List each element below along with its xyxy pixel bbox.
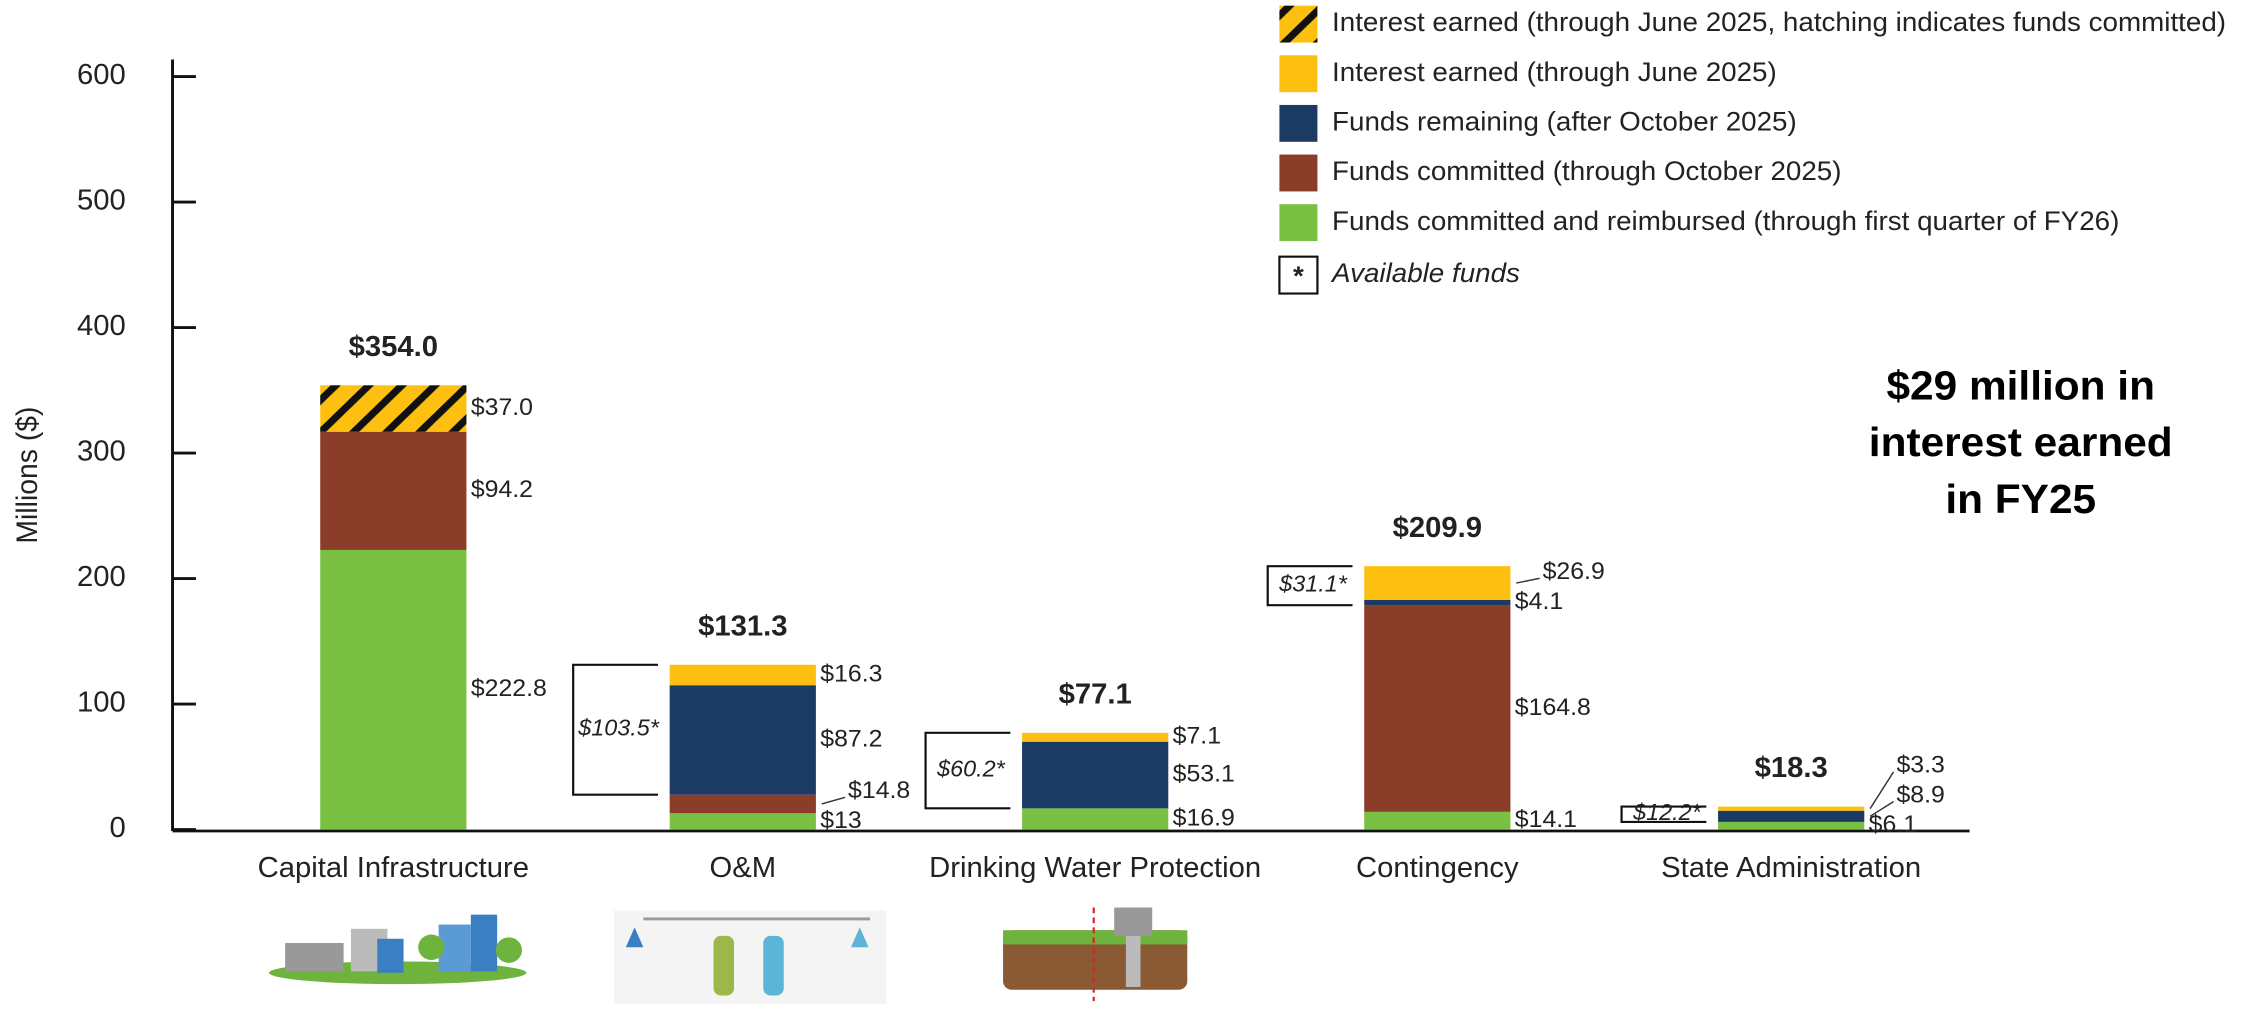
value-label: $3.3 <box>1896 752 1944 779</box>
legend-swatch <box>1279 204 1318 242</box>
value-label: $4.1 <box>1515 588 1563 615</box>
x-tick-label: Drinking Water Protection <box>929 852 1261 884</box>
leader-line <box>821 796 846 805</box>
leader-line <box>1869 801 1894 817</box>
legend-label: Funds committed and reimbursed (through … <box>1332 205 2119 236</box>
x-tick-label: Capital Infrastructure <box>258 852 529 884</box>
value-label: $26.9 <box>1543 558 1605 585</box>
legend-swatch <box>1279 154 1318 192</box>
value-label: $94.2 <box>471 477 533 504</box>
bar-segment <box>320 549 467 830</box>
bar-segment <box>1718 810 1865 822</box>
icon-om <box>614 910 887 1004</box>
legend-swatch <box>1279 5 1318 43</box>
value-label: $14.8 <box>848 777 910 804</box>
bar-segment <box>1364 605 1511 812</box>
total-label: $18.3 <box>1755 753 1828 785</box>
value-label: $37.0 <box>471 394 533 421</box>
legend-swatch <box>1278 255 1319 295</box>
bar-segment <box>1022 808 1169 830</box>
bar-segment <box>1364 599 1511 606</box>
legend-label: Interest earned (through June 2025, hatc… <box>1332 7 2226 38</box>
bar-segment <box>1718 821 1865 830</box>
total-label: $209.9 <box>1393 512 1482 544</box>
bar-segment <box>1022 741 1169 809</box>
plot: 0 100 200 300 400 500 600 $29 million in interes… <box>77 59 2173 883</box>
value-label: $8.9 <box>1896 782 1944 809</box>
x-tick-label: Contingency <box>1356 852 1519 884</box>
bar-segment <box>320 385 467 432</box>
available-label: $31.1* <box>1278 571 1348 597</box>
x-tick-label: State Administration <box>1661 852 1921 884</box>
leader-line <box>1869 771 1895 810</box>
legend-symbol: * <box>1293 260 1304 291</box>
available-label: $60.2* <box>936 756 1006 782</box>
value-label: $87.2 <box>820 726 882 753</box>
available-label: $12.2* <box>1632 800 1702 826</box>
value-label: $16.3 <box>820 661 882 688</box>
value-label: $222.8 <box>471 675 547 702</box>
available-bracket <box>572 663 658 796</box>
bar-segment <box>669 685 816 795</box>
value-label: $16.9 <box>1173 805 1235 832</box>
available-label: $103.5* <box>577 715 660 741</box>
total-label: $354.0 <box>349 331 438 363</box>
value-label: $7.1 <box>1173 723 1221 750</box>
bar-segment <box>669 813 816 830</box>
bar-segment <box>1364 566 1511 600</box>
value-label: $164.8 <box>1515 694 1591 721</box>
value-label: $13 <box>820 807 861 834</box>
legend-label: Available funds <box>1330 258 1520 289</box>
legend-label: Interest earned (through June 2025) <box>1332 56 1777 87</box>
bar-segment <box>1364 811 1511 830</box>
bar-segment <box>669 664 816 686</box>
icon-drinking-water <box>1003 907 1188 1002</box>
legend-label: Funds committed (through October 2025) <box>1332 156 1841 187</box>
y-tick-label: 500 <box>77 185 126 217</box>
legend-label: Funds remaining (after October 2025) <box>1332 106 1797 137</box>
leader-line <box>1516 577 1540 584</box>
available-bracket <box>1266 565 1353 607</box>
value-label: $6.1 <box>1869 811 1917 838</box>
annotation: interest earned <box>1869 419 2173 465</box>
available-bracket <box>1620 805 1707 823</box>
y-tick-label: 0 <box>109 812 125 844</box>
annotation: $29 million in <box>1886 362 2155 408</box>
value-label: $53.1 <box>1173 761 1235 788</box>
available-bracket <box>924 731 1011 810</box>
legend-swatch <box>1279 104 1318 142</box>
icon-capital <box>269 914 527 985</box>
y-tick-label: 100 <box>77 687 126 719</box>
bar-segment <box>669 794 816 814</box>
bar-segment <box>320 431 467 550</box>
total-label: $131.3 <box>698 611 787 643</box>
y-tick-label: 400 <box>77 310 126 342</box>
bar-segment <box>1718 806 1865 811</box>
x-tick-label: O&M <box>709 852 776 884</box>
y-tick-label: 600 <box>77 59 126 91</box>
total-label: $77.1 <box>1059 679 1132 711</box>
annotation: in FY25 <box>1945 475 2096 521</box>
value-label: $14.1 <box>1515 806 1577 833</box>
y-tick-label: 300 <box>77 436 126 468</box>
legend: Interest earned (through June 2025, hatc… <box>1278 5 2226 295</box>
y-tick-label: 200 <box>77 561 126 593</box>
legend-swatch <box>1279 55 1318 93</box>
bar-segment <box>1022 732 1169 742</box>
y-axis-label: Millions ($) <box>12 407 44 544</box>
